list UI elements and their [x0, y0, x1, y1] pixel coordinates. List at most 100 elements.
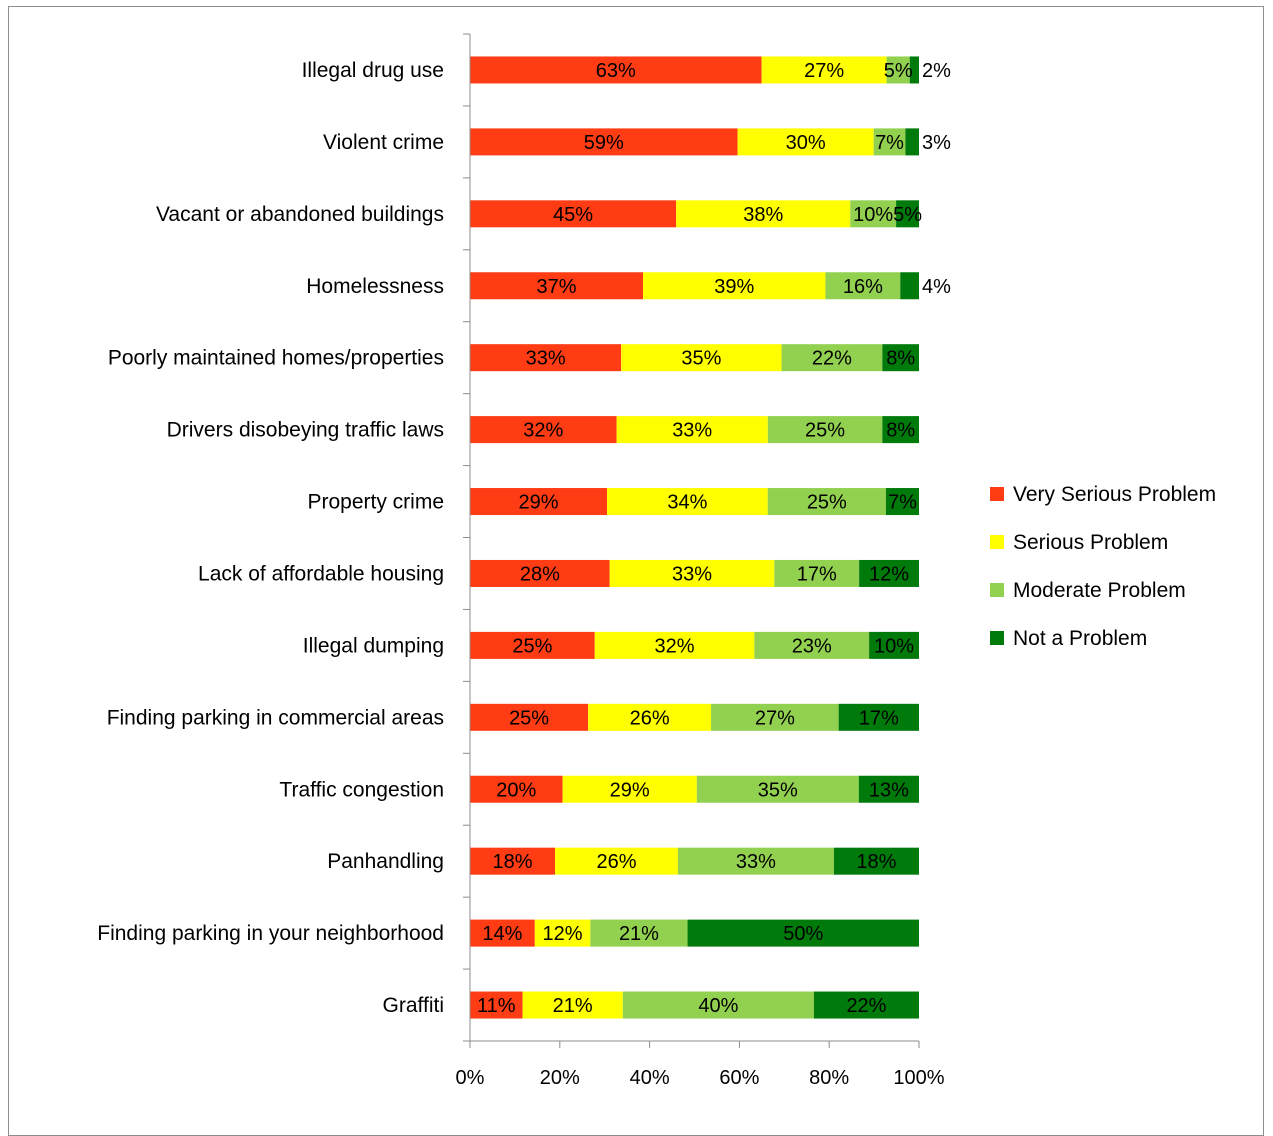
bar-segment [711, 703, 839, 731]
data-label: 27% [755, 707, 795, 729]
data-label: 7% [875, 132, 904, 154]
data-label: 35% [758, 779, 798, 801]
bar-segment [858, 775, 919, 803]
data-label: 33% [672, 420, 712, 442]
data-label: 25% [509, 707, 549, 729]
bar-segment [470, 775, 563, 803]
bar-segment [470, 631, 595, 659]
data-label: 12% [543, 923, 583, 945]
data-label: 5% [884, 60, 913, 82]
bar-segment [905, 128, 919, 156]
data-label: 35% [681, 348, 721, 370]
data-label: 34% [667, 492, 707, 514]
data-label: 22% [812, 348, 852, 370]
data-label: 39% [714, 276, 754, 298]
x-tick-label: 60% [719, 1067, 759, 1089]
data-label: 18% [493, 851, 533, 873]
data-label: 33% [736, 851, 776, 873]
bar-segment [562, 775, 697, 803]
x-tick-label: 40% [630, 1067, 670, 1089]
data-label: 38% [743, 204, 783, 226]
bar-segment [754, 631, 870, 659]
data-label: 33% [672, 563, 712, 585]
data-label: 30% [786, 132, 826, 154]
bar-segment [909, 56, 919, 84]
bar-segment [813, 991, 919, 1019]
bar-segment [838, 703, 919, 731]
data-label: 16% [843, 276, 883, 298]
category-label: Illegal drug use [302, 59, 444, 82]
bar-segment [781, 344, 883, 372]
data-label: 21% [619, 923, 659, 945]
data-label: 20% [496, 779, 536, 801]
category-label: Poorly maintained homes/properties [108, 347, 444, 370]
bar-segment [767, 488, 886, 516]
bar-segment [594, 631, 755, 659]
bar-segment [882, 416, 919, 444]
legend-swatch [990, 631, 1004, 645]
data-label: 4% [922, 276, 951, 298]
bar-segment [609, 559, 775, 587]
x-tick-label: 100% [893, 1067, 944, 1089]
category-label: Vacant or abandoned buildings [156, 203, 444, 226]
data-label: 50% [783, 923, 823, 945]
category-label: Traffic congestion [279, 778, 444, 801]
data-label: 40% [698, 995, 738, 1017]
data-label: 63% [596, 60, 636, 82]
x-tick-label: 80% [809, 1067, 849, 1089]
bar-segment [643, 272, 826, 300]
category-label: Illegal dumping [303, 634, 444, 657]
legend-label: Serious Problem [1013, 531, 1168, 554]
bar-segment [588, 703, 712, 731]
data-label: 45% [553, 204, 593, 226]
bar-segment [470, 847, 556, 875]
bar-segment [621, 344, 782, 372]
bar-segment [676, 200, 851, 228]
data-label: 17% [859, 707, 899, 729]
data-label: 37% [537, 276, 577, 298]
x-tick-label: 20% [540, 1067, 580, 1089]
data-label: 21% [553, 995, 593, 1017]
bar-segment [616, 416, 768, 444]
legend-label: Not a Problem [1013, 627, 1147, 650]
data-label: 25% [807, 492, 847, 514]
bar-segment [696, 775, 859, 803]
category-label: Drivers disobeying traffic laws [167, 419, 444, 442]
bar-segment [833, 847, 919, 875]
bar-segment [873, 128, 906, 156]
data-label: 22% [846, 995, 886, 1017]
category-label: Finding parking in commercial areas [107, 706, 444, 729]
data-label: 25% [805, 420, 845, 442]
category-label: Panhandling [327, 850, 444, 873]
bar-segment [896, 200, 919, 228]
bar-segment [825, 272, 901, 300]
data-label: 13% [869, 779, 909, 801]
category-label: Violent crime [323, 131, 444, 154]
bar-segment [522, 991, 623, 1019]
data-label: 5% [893, 204, 922, 226]
bar-segment [534, 919, 591, 947]
x-tick-label: 0% [456, 1067, 485, 1089]
data-label: 26% [597, 851, 637, 873]
bar-segment [859, 559, 919, 587]
bar-segment [470, 416, 617, 444]
legend-label: Very Serious Problem [1013, 483, 1216, 506]
legend-swatch [990, 535, 1004, 549]
data-label: 7% [888, 492, 917, 514]
bar-segment [900, 272, 919, 300]
bar-segment [882, 344, 919, 372]
data-label: 25% [512, 635, 552, 657]
data-label: 29% [610, 779, 650, 801]
data-label: 18% [856, 851, 896, 873]
data-label: 32% [523, 420, 563, 442]
data-label: 32% [655, 635, 695, 657]
data-label: 8% [886, 420, 915, 442]
legend-swatch [990, 583, 1004, 597]
data-label: 3% [922, 132, 951, 154]
bar-segment [470, 344, 622, 372]
bar-segment [590, 919, 688, 947]
data-label: 10% [853, 204, 893, 226]
bar-segment [677, 847, 834, 875]
bar-segment [470, 488, 608, 516]
